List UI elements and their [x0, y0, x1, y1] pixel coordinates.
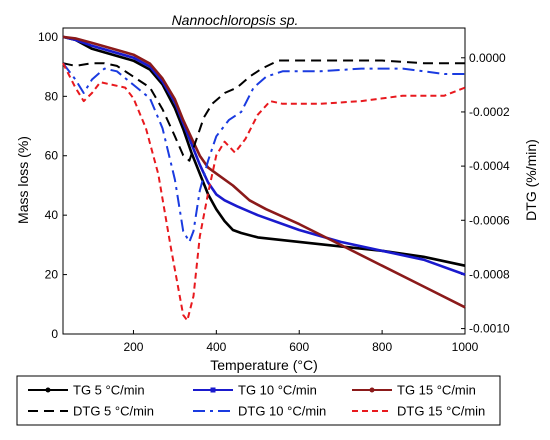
series-line-2: [62, 35, 466, 309]
chart-title: Nannochloropsis sp.: [172, 12, 299, 28]
y2-tick-label: -0.0006: [469, 213, 510, 227]
y-left-ticks: 0 20 40 60 80 100: [38, 30, 67, 341]
legend-label-5: DTG 15 °C/min: [397, 404, 485, 419]
x-tick-label: 600: [289, 340, 309, 354]
y-tick-label: 40: [45, 208, 59, 222]
series-line-0: [62, 35, 466, 267]
y-tick-label: 60: [45, 149, 59, 163]
legend-label-4: DTG 10 °C/min: [238, 404, 326, 419]
x-axis-label: Temperature (°C): [210, 357, 318, 373]
x-tick-label: 200: [123, 340, 143, 354]
y2-tick-label: -0.0010: [469, 322, 510, 336]
legend-marker-0: [45, 387, 51, 393]
y-axis-label: Mass loss (%): [15, 136, 31, 224]
x-tick-label: 1000: [452, 340, 479, 354]
y2-tick-label: 0.0000: [469, 51, 506, 65]
y2-axis-label: DTG (%/min): [523, 139, 539, 221]
y2-tick-label: -0.0002: [469, 105, 510, 119]
series-line-4: [62, 62, 465, 243]
x-tick-label: 800: [372, 340, 392, 354]
series-group: [62, 35, 466, 322]
legend-label-1: TG 10 °C/min: [238, 383, 317, 398]
series-line-3: [62, 59, 465, 162]
plot-area-frame: [62, 27, 466, 335]
y-tick-label: 0: [51, 327, 58, 341]
legend-frame: [16, 375, 501, 426]
y-tick-label: 80: [45, 89, 59, 103]
legend-marker-1: [210, 387, 216, 393]
legend-label-2: TG 15 °C/min: [397, 383, 476, 398]
legend-label-3: DTG 5 °C/min: [73, 404, 154, 419]
x-ticks: 200 400 600 800 1000: [123, 330, 479, 354]
y2-tick-label: -0.0008: [469, 267, 510, 281]
x-tick-label: 400: [206, 340, 226, 354]
y2-tick-label: -0.0004: [469, 159, 510, 173]
legend-marker-2: [369, 387, 375, 393]
series-line-5: [62, 62, 466, 322]
y-tick-label: 100: [38, 30, 58, 44]
y-right-ticks: 0.0000 -0.0002 -0.0004 -0.0006 -0.0008 -0.001…: [461, 51, 510, 336]
legend-label-0: TG 5 °C/min: [73, 383, 145, 398]
legend: TG 5 °C/min TG 10 °C/min TG 15 °C/min DTG 5…: [16, 375, 501, 426]
y-tick-label: 20: [45, 268, 59, 282]
